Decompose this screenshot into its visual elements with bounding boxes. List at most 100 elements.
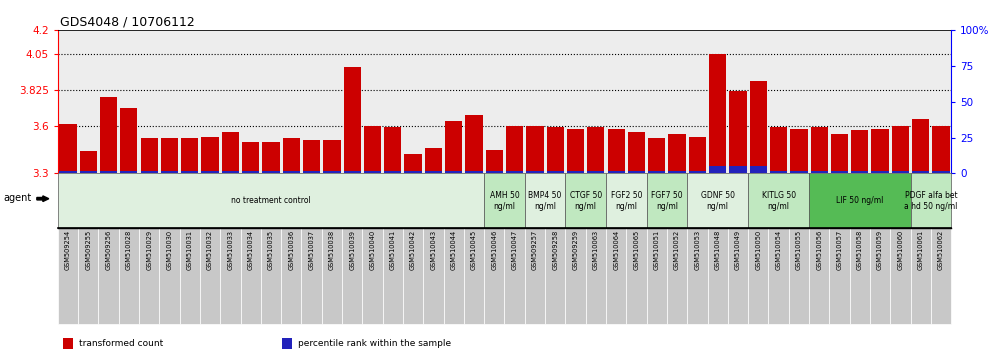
Bar	[139, 30, 159, 173]
Text: GSM509258: GSM509258	[552, 230, 558, 270]
Text: AMH 50
ng/ml: AMH 50 ng/ml	[490, 191, 519, 211]
Bar	[181, 171, 198, 173]
Bar	[160, 138, 178, 173]
Bar	[179, 30, 200, 173]
Bar	[240, 30, 261, 173]
Bar	[526, 171, 544, 173]
Text: GSM510036: GSM510036	[288, 230, 294, 270]
Bar	[80, 151, 97, 173]
Bar	[526, 126, 544, 173]
Bar	[242, 171, 259, 173]
Text: GSM510046: GSM510046	[491, 230, 497, 270]
Text: GSM510051: GSM510051	[653, 230, 659, 270]
Text: GDS4048 / 10706112: GDS4048 / 10706112	[60, 16, 194, 29]
Bar	[932, 171, 949, 173]
Bar	[423, 30, 443, 173]
Bar	[790, 129, 808, 173]
Bar	[627, 171, 645, 173]
Bar	[729, 166, 747, 173]
Text: GSM510056: GSM510056	[816, 230, 823, 270]
Bar	[750, 166, 767, 173]
Bar	[100, 171, 118, 173]
Bar	[121, 171, 137, 173]
Text: GSM510054: GSM510054	[776, 230, 782, 270]
Text: GSM510060: GSM510060	[897, 230, 903, 270]
Bar	[667, 30, 687, 173]
Text: GSM510040: GSM510040	[370, 230, 375, 270]
Bar	[790, 171, 808, 173]
Text: GSM510043: GSM510043	[430, 230, 436, 270]
Bar	[891, 126, 909, 173]
Text: GSM510039: GSM510039	[350, 230, 356, 270]
Text: GSM510047: GSM510047	[512, 230, 518, 270]
Bar	[303, 171, 320, 173]
Bar	[891, 171, 909, 173]
Text: GSM510049: GSM510049	[735, 230, 741, 270]
Bar	[728, 30, 748, 173]
Text: FGF7 50
ng/ml: FGF7 50 ng/ml	[651, 191, 682, 211]
Bar	[668, 134, 685, 173]
Bar	[770, 171, 787, 173]
Text: GSM510061: GSM510061	[917, 230, 923, 270]
Bar	[181, 138, 198, 173]
Bar	[344, 171, 361, 173]
Text: GSM510028: GSM510028	[125, 230, 131, 270]
Text: CTGF 50
ng/ml: CTGF 50 ng/ml	[570, 191, 602, 211]
Text: GSM509254: GSM509254	[65, 230, 71, 270]
Bar	[302, 30, 322, 173]
Bar	[404, 154, 421, 173]
Bar	[668, 171, 685, 173]
Bar	[852, 171, 869, 173]
Bar	[729, 91, 747, 173]
Bar	[648, 138, 665, 173]
Bar	[222, 132, 239, 173]
Bar	[384, 127, 401, 173]
Bar	[303, 140, 320, 173]
Text: GSM510053: GSM510053	[694, 230, 700, 270]
Bar	[850, 30, 870, 173]
Bar	[121, 108, 137, 173]
Text: FGF2 50
ng/ml: FGF2 50 ng/ml	[611, 191, 642, 211]
Bar	[281, 30, 302, 173]
Text: GSM510063: GSM510063	[593, 230, 599, 270]
Bar	[404, 171, 421, 173]
Bar	[525, 30, 545, 173]
Bar	[445, 121, 462, 173]
Bar	[811, 171, 828, 173]
Text: GSM510062: GSM510062	[938, 230, 944, 270]
Bar	[445, 171, 462, 173]
Bar	[769, 30, 789, 173]
Bar	[60, 124, 77, 173]
Bar	[586, 30, 606, 173]
Bar	[283, 138, 300, 173]
Text: GSM509255: GSM509255	[86, 230, 92, 270]
Text: GSM510045: GSM510045	[471, 230, 477, 270]
Bar	[770, 127, 787, 173]
Text: GSM510032: GSM510032	[207, 230, 213, 270]
Bar	[344, 67, 361, 173]
Text: PDGF alfa bet
a hd 50 ng/ml: PDGF alfa bet a hd 50 ng/ml	[904, 191, 957, 211]
Bar	[200, 30, 220, 173]
Bar	[382, 30, 403, 173]
Bar	[486, 149, 503, 173]
Text: GSM509259: GSM509259	[573, 230, 579, 270]
Bar	[160, 171, 178, 173]
Bar	[342, 30, 363, 173]
Bar	[119, 30, 139, 173]
Bar	[648, 171, 665, 173]
Text: GSM510029: GSM510029	[146, 230, 152, 270]
Bar	[750, 81, 767, 173]
Text: BMP4 50
ng/ml: BMP4 50 ng/ml	[529, 191, 562, 211]
Bar	[852, 131, 869, 173]
Bar	[748, 30, 769, 173]
Bar	[709, 54, 726, 173]
Bar	[547, 171, 564, 173]
Bar	[912, 171, 929, 173]
Bar	[464, 30, 484, 173]
Bar	[809, 30, 830, 173]
Bar	[283, 171, 300, 173]
Bar	[364, 126, 381, 173]
Text: GSM509256: GSM509256	[106, 230, 112, 270]
Bar	[324, 171, 341, 173]
Bar	[811, 127, 828, 173]
